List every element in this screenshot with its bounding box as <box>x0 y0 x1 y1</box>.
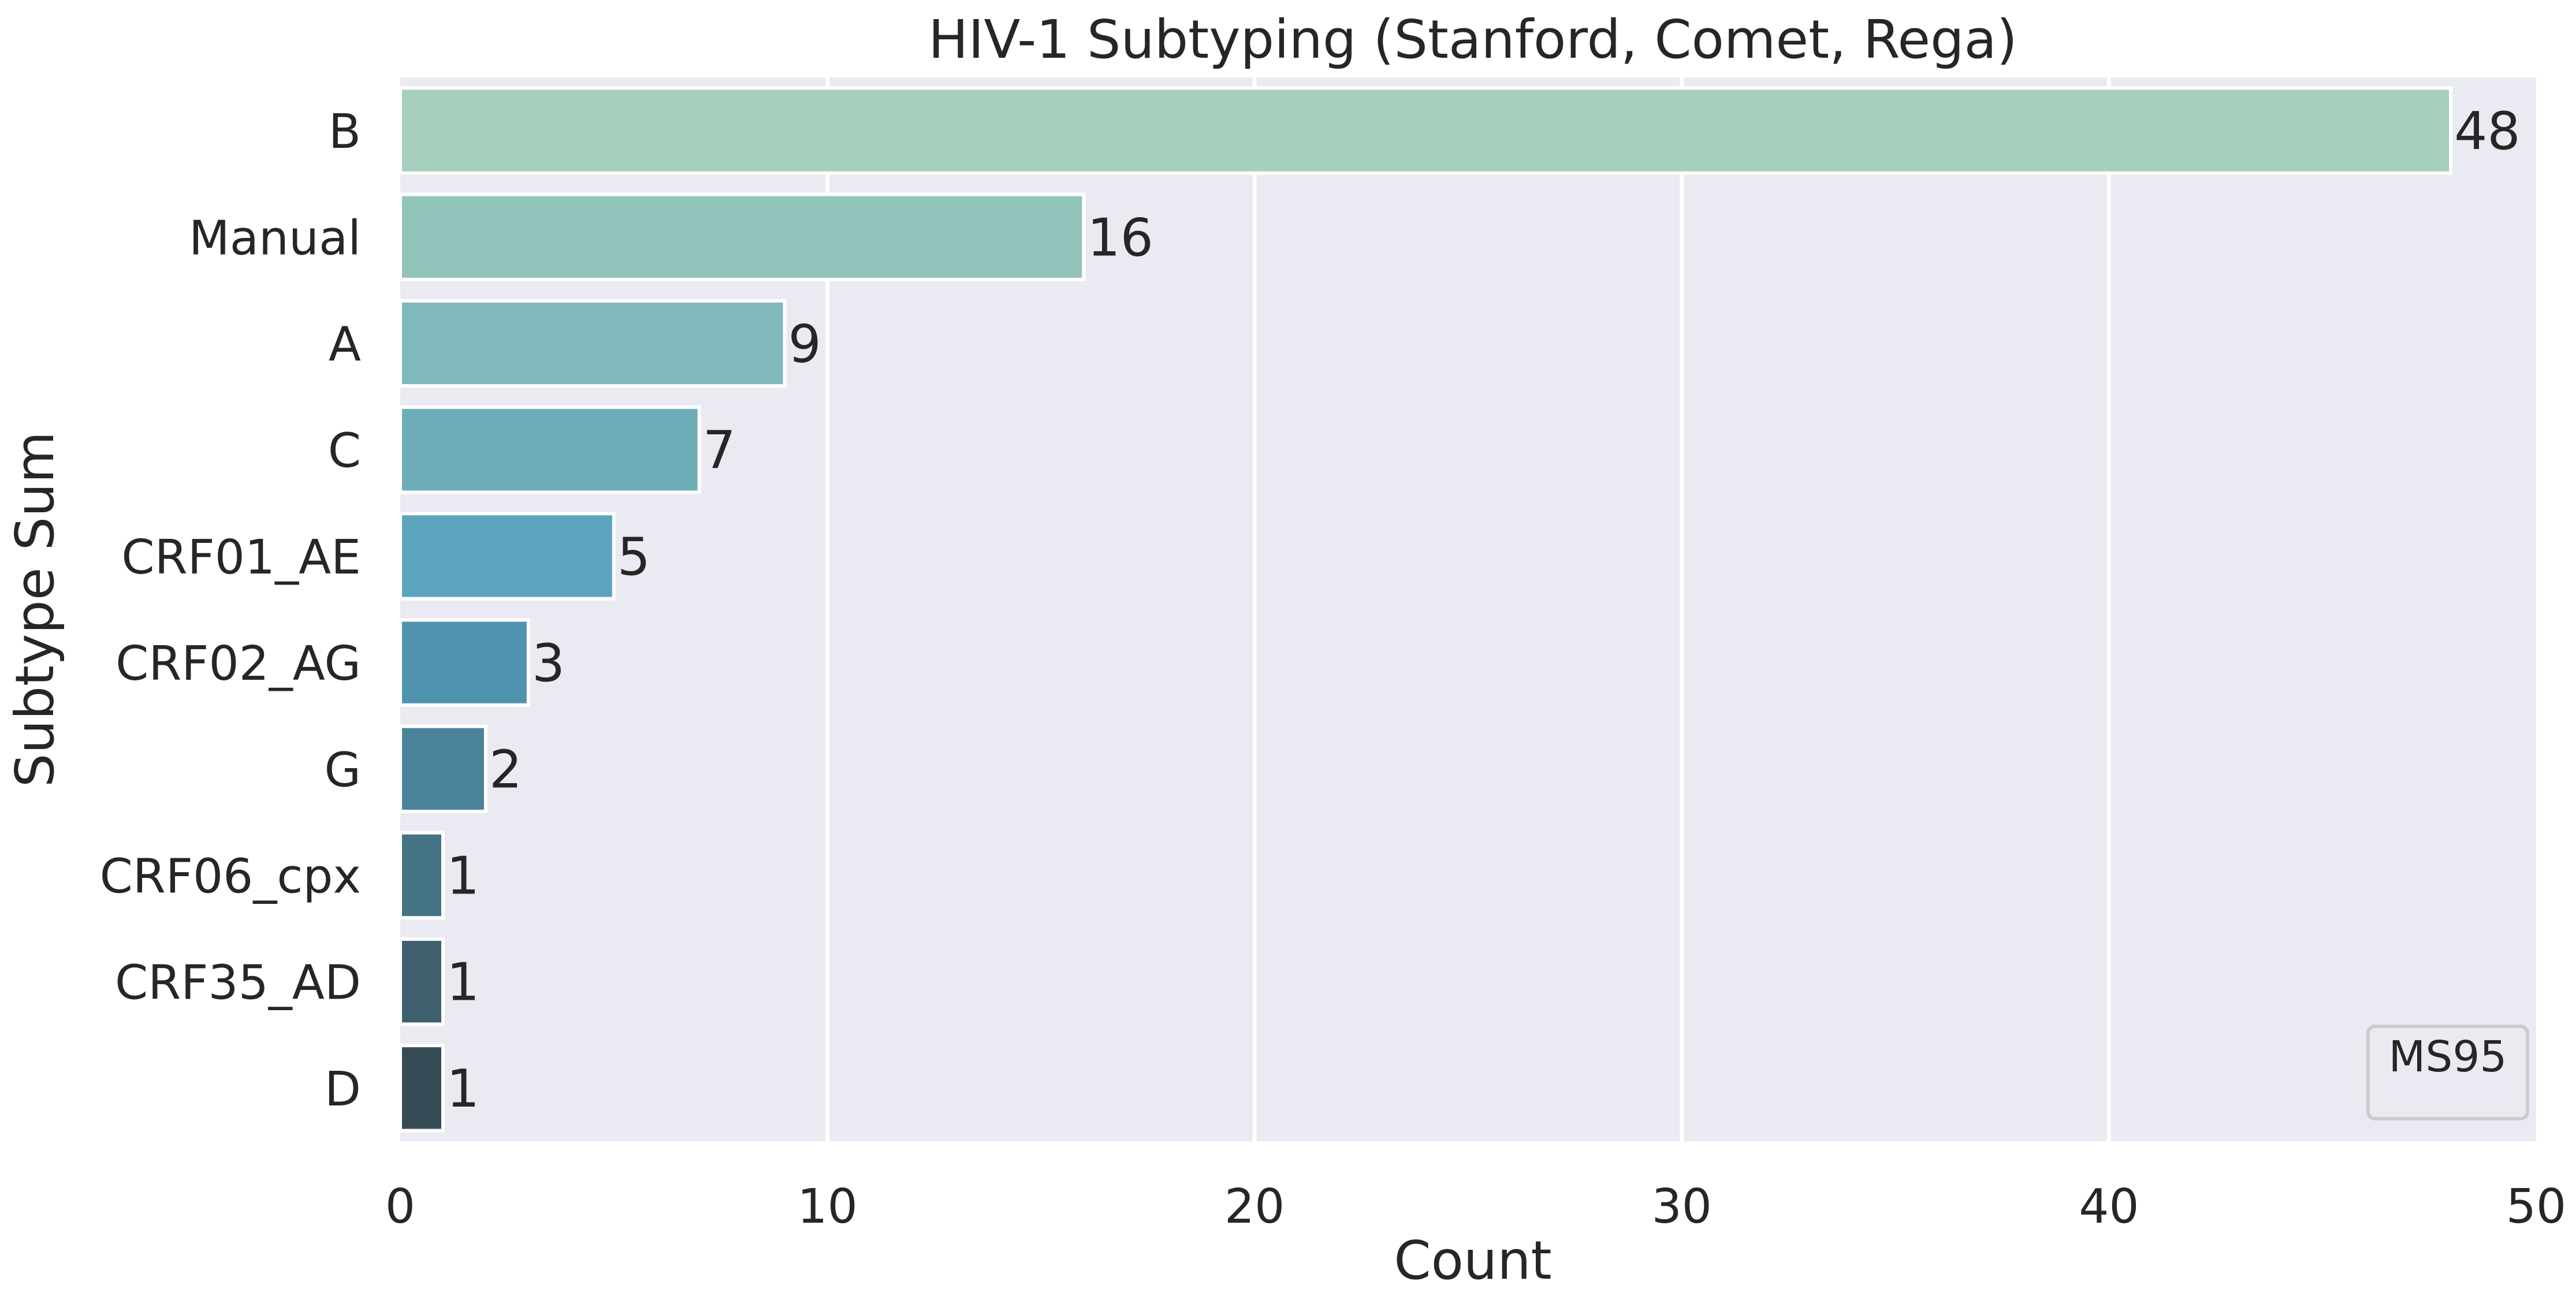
bar <box>399 618 530 707</box>
y-tick-label: CRF02_AG <box>116 636 361 691</box>
y-tick-label: CRF01_AE <box>121 530 361 585</box>
bar <box>399 512 616 601</box>
x-tick-label: 50 <box>2506 1179 2566 1234</box>
y-axis-title: Subtype Sum <box>4 431 66 787</box>
y-tick-label: A <box>329 318 361 373</box>
legend-box <box>2366 1025 2529 1120</box>
bar-value-label: 3 <box>532 633 565 694</box>
legend-label: MS95 <box>2389 1032 2507 1082</box>
bar-value-label: 16 <box>1087 207 1153 268</box>
bar-value-label: 9 <box>788 314 821 375</box>
bar-value-label: 1 <box>446 846 479 907</box>
bar-value-label: 1 <box>446 952 479 1013</box>
bar <box>399 831 445 920</box>
bar <box>399 405 701 494</box>
y-tick-label: CRF35_AD <box>115 956 361 1011</box>
chart-title: HIV-1 Subtyping (Stanford, Comet, Rega) <box>928 9 2017 70</box>
bar <box>399 86 2453 175</box>
y-tick-label: C <box>328 424 361 479</box>
bar-value-label: 5 <box>617 527 650 587</box>
y-tick-label: G <box>324 743 361 798</box>
bar <box>399 192 1086 281</box>
bar-value-label: 2 <box>489 739 522 800</box>
y-tick-label: B <box>329 105 361 159</box>
y-tick-label: Manual <box>189 211 361 266</box>
bar <box>399 1044 445 1133</box>
x-tick-label: 30 <box>1652 1179 1712 1234</box>
y-tick-label: D <box>325 1062 361 1117</box>
bar <box>399 724 487 813</box>
x-axis-title: Count <box>1394 1230 1551 1291</box>
bar <box>399 299 787 388</box>
bar-value-label: 1 <box>446 1059 479 1119</box>
bar-value-label: 48 <box>2454 101 2521 162</box>
x-tick-label: 10 <box>797 1179 857 1234</box>
y-tick-label: CRF06_cpx <box>100 850 361 904</box>
bar <box>399 937 445 1026</box>
x-tick-labels: 0 10 20 30 40 50 <box>385 1179 2566 1234</box>
y-tick-labels: B Manual AC CRF01_AE CRF02_AG G CRF06_cpx CRF35… <box>100 105 361 1117</box>
x-tick-label: 0 <box>385 1179 415 1234</box>
x-tick-label: 40 <box>2079 1179 2139 1234</box>
bars <box>399 86 2453 1133</box>
bar-value-label: 7 <box>703 420 736 481</box>
x-tick-label: 20 <box>1224 1179 1285 1234</box>
legend: MS95 <box>2366 1025 2529 1120</box>
